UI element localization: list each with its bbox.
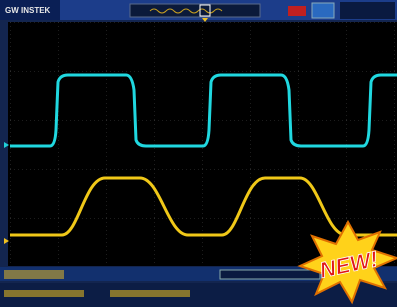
grid xyxy=(8,22,397,266)
trigger-icon xyxy=(312,3,334,18)
oscilloscope-screen: GW INSTEK NEW! xyxy=(0,0,397,307)
measure-2 xyxy=(110,290,190,297)
timebase xyxy=(220,270,320,279)
clock-box xyxy=(340,2,395,19)
ch-label xyxy=(4,270,64,279)
run-indicator xyxy=(288,6,306,16)
memory-bar xyxy=(130,4,260,17)
measure-1 xyxy=(4,290,84,297)
brand: GW INSTEK xyxy=(5,6,51,15)
page: GW INSTEK NEW! (() => { const data = JSO… xyxy=(0,0,397,307)
